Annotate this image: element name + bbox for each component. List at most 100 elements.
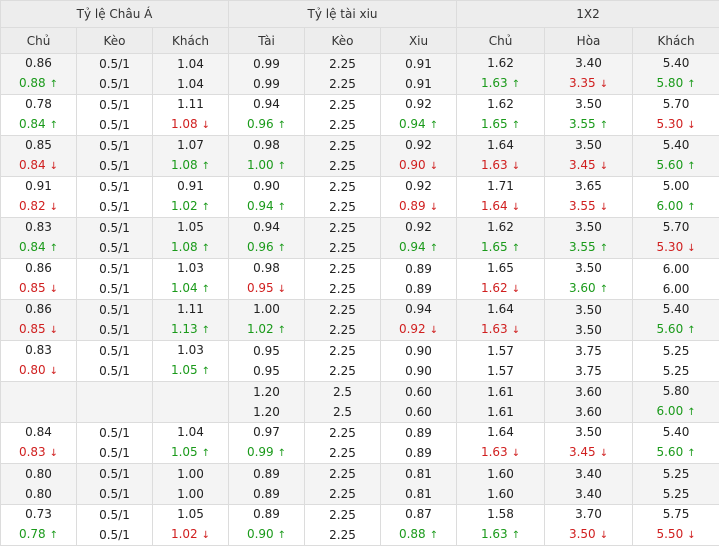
arrow-up-icon: ↑ xyxy=(50,79,58,90)
opening-odds-value: 0.92 xyxy=(381,217,456,237)
odds-text: 0.99 xyxy=(253,57,280,71)
arrow-down-icon: ↓ xyxy=(512,202,520,213)
odds-text: 5.60 xyxy=(656,158,683,172)
current-odds-value: 6.00↑ xyxy=(633,196,719,218)
opening-odds-value: 0.84 xyxy=(1,422,76,442)
odds-text: 0.5/1 xyxy=(99,282,130,296)
current-odds-value: 2.5 xyxy=(305,402,380,422)
current-odds-value: 0.5/1 xyxy=(77,525,152,545)
current-odds-value: 0.84↑ xyxy=(1,114,76,136)
odds-text: 3.45 xyxy=(569,445,596,459)
current-odds-value: 2.25 xyxy=(305,238,380,258)
odds-text: 0.78 xyxy=(19,527,46,541)
current-odds-value: 1.02↑ xyxy=(229,319,304,341)
opening-odds-value: 0.94 xyxy=(229,217,304,237)
odds-text: 3.75 xyxy=(575,344,602,358)
arrow-down-icon: ↓ xyxy=(600,448,608,459)
current-odds-value: 5.60↑ xyxy=(633,155,719,177)
opening-odds-value: 0.91 xyxy=(153,176,228,196)
odds-text: 0.87 xyxy=(405,507,432,521)
odds-text: 3.35 xyxy=(569,76,596,90)
current-odds-value: 1.20 xyxy=(229,402,304,422)
odds-text: 2.25 xyxy=(329,446,356,460)
odds-text: 0.94 xyxy=(253,97,280,111)
opening-odds-value: 1.64 xyxy=(457,135,544,155)
odds-text: 0.94 xyxy=(399,240,426,254)
current-odds-value: 0.89 xyxy=(381,443,456,463)
current-odds-value: 1.63↓ xyxy=(457,155,544,177)
odds-text: 2.25 xyxy=(329,528,356,542)
odds-text: 3.60 xyxy=(575,405,602,419)
col-header-under: Xiu xyxy=(381,28,457,54)
current-odds-value: 5.60↑ xyxy=(633,319,719,341)
group-header-1x2: 1X2 xyxy=(457,1,719,28)
odds-text: 0.83 xyxy=(19,445,46,459)
odds-text: 0.84 xyxy=(19,240,46,254)
opening-odds-value: 1.60 xyxy=(457,464,544,484)
odds-text: 0.96 xyxy=(247,240,274,254)
odds-text: 0.5/1 xyxy=(99,77,130,91)
odds-text: 2.25 xyxy=(329,282,356,296)
current-odds-value: 1.04↑ xyxy=(153,278,228,300)
odds-text: 1.64 xyxy=(481,199,508,213)
odds-text: 0.90 xyxy=(405,364,432,378)
opening-odds-value: 3.40 xyxy=(545,53,632,73)
current-odds-value: 0.5/1 xyxy=(77,197,152,217)
odds-text: 5.80 xyxy=(656,76,683,90)
odds-text: 0.86 xyxy=(25,56,52,70)
current-odds-value: 0.5/1 xyxy=(77,238,152,258)
odds-text: 1.65 xyxy=(487,261,514,275)
odds-text: 3.50 xyxy=(575,425,602,439)
current-odds-value: 0.81 xyxy=(381,484,456,504)
current-odds-value: 3.45 ↓ xyxy=(545,442,632,464)
odds-text: 0.92 xyxy=(405,220,432,234)
odds-text: 5.75 xyxy=(663,507,690,521)
odds-text: 2.25 xyxy=(329,426,356,440)
current-odds-value: 1.08↓ xyxy=(153,114,228,136)
odds-text: 3.65 xyxy=(575,179,602,193)
opening-odds-value: 1.62 xyxy=(457,53,544,73)
opening-odds-value: 0.5/1 xyxy=(77,423,152,443)
opening-odds-value: 0.83 xyxy=(1,217,76,237)
odds-text: 0.89 xyxy=(405,262,432,276)
odds-text: 0.5/1 xyxy=(99,344,130,358)
odds-text: 1.20 xyxy=(253,405,280,419)
opening-odds-value: 2.25 xyxy=(305,54,380,74)
opening-odds-value: 2.5 xyxy=(305,382,380,402)
current-odds-value: 0.5/1 xyxy=(77,279,152,299)
odds-text: 0.94 xyxy=(405,302,432,316)
current-odds-value: 0.5/1 xyxy=(77,484,152,504)
odds-text: 5.25 xyxy=(663,487,690,501)
opening-odds-value: 0.91 xyxy=(1,176,76,196)
current-odds-value: 5.25 xyxy=(633,361,719,381)
odds-text: 1.08 xyxy=(171,117,198,131)
current-odds-value: 0.5/1 xyxy=(77,361,152,381)
opening-odds-value: 5.40 xyxy=(633,422,719,442)
odds-text: 3.55 xyxy=(569,240,596,254)
